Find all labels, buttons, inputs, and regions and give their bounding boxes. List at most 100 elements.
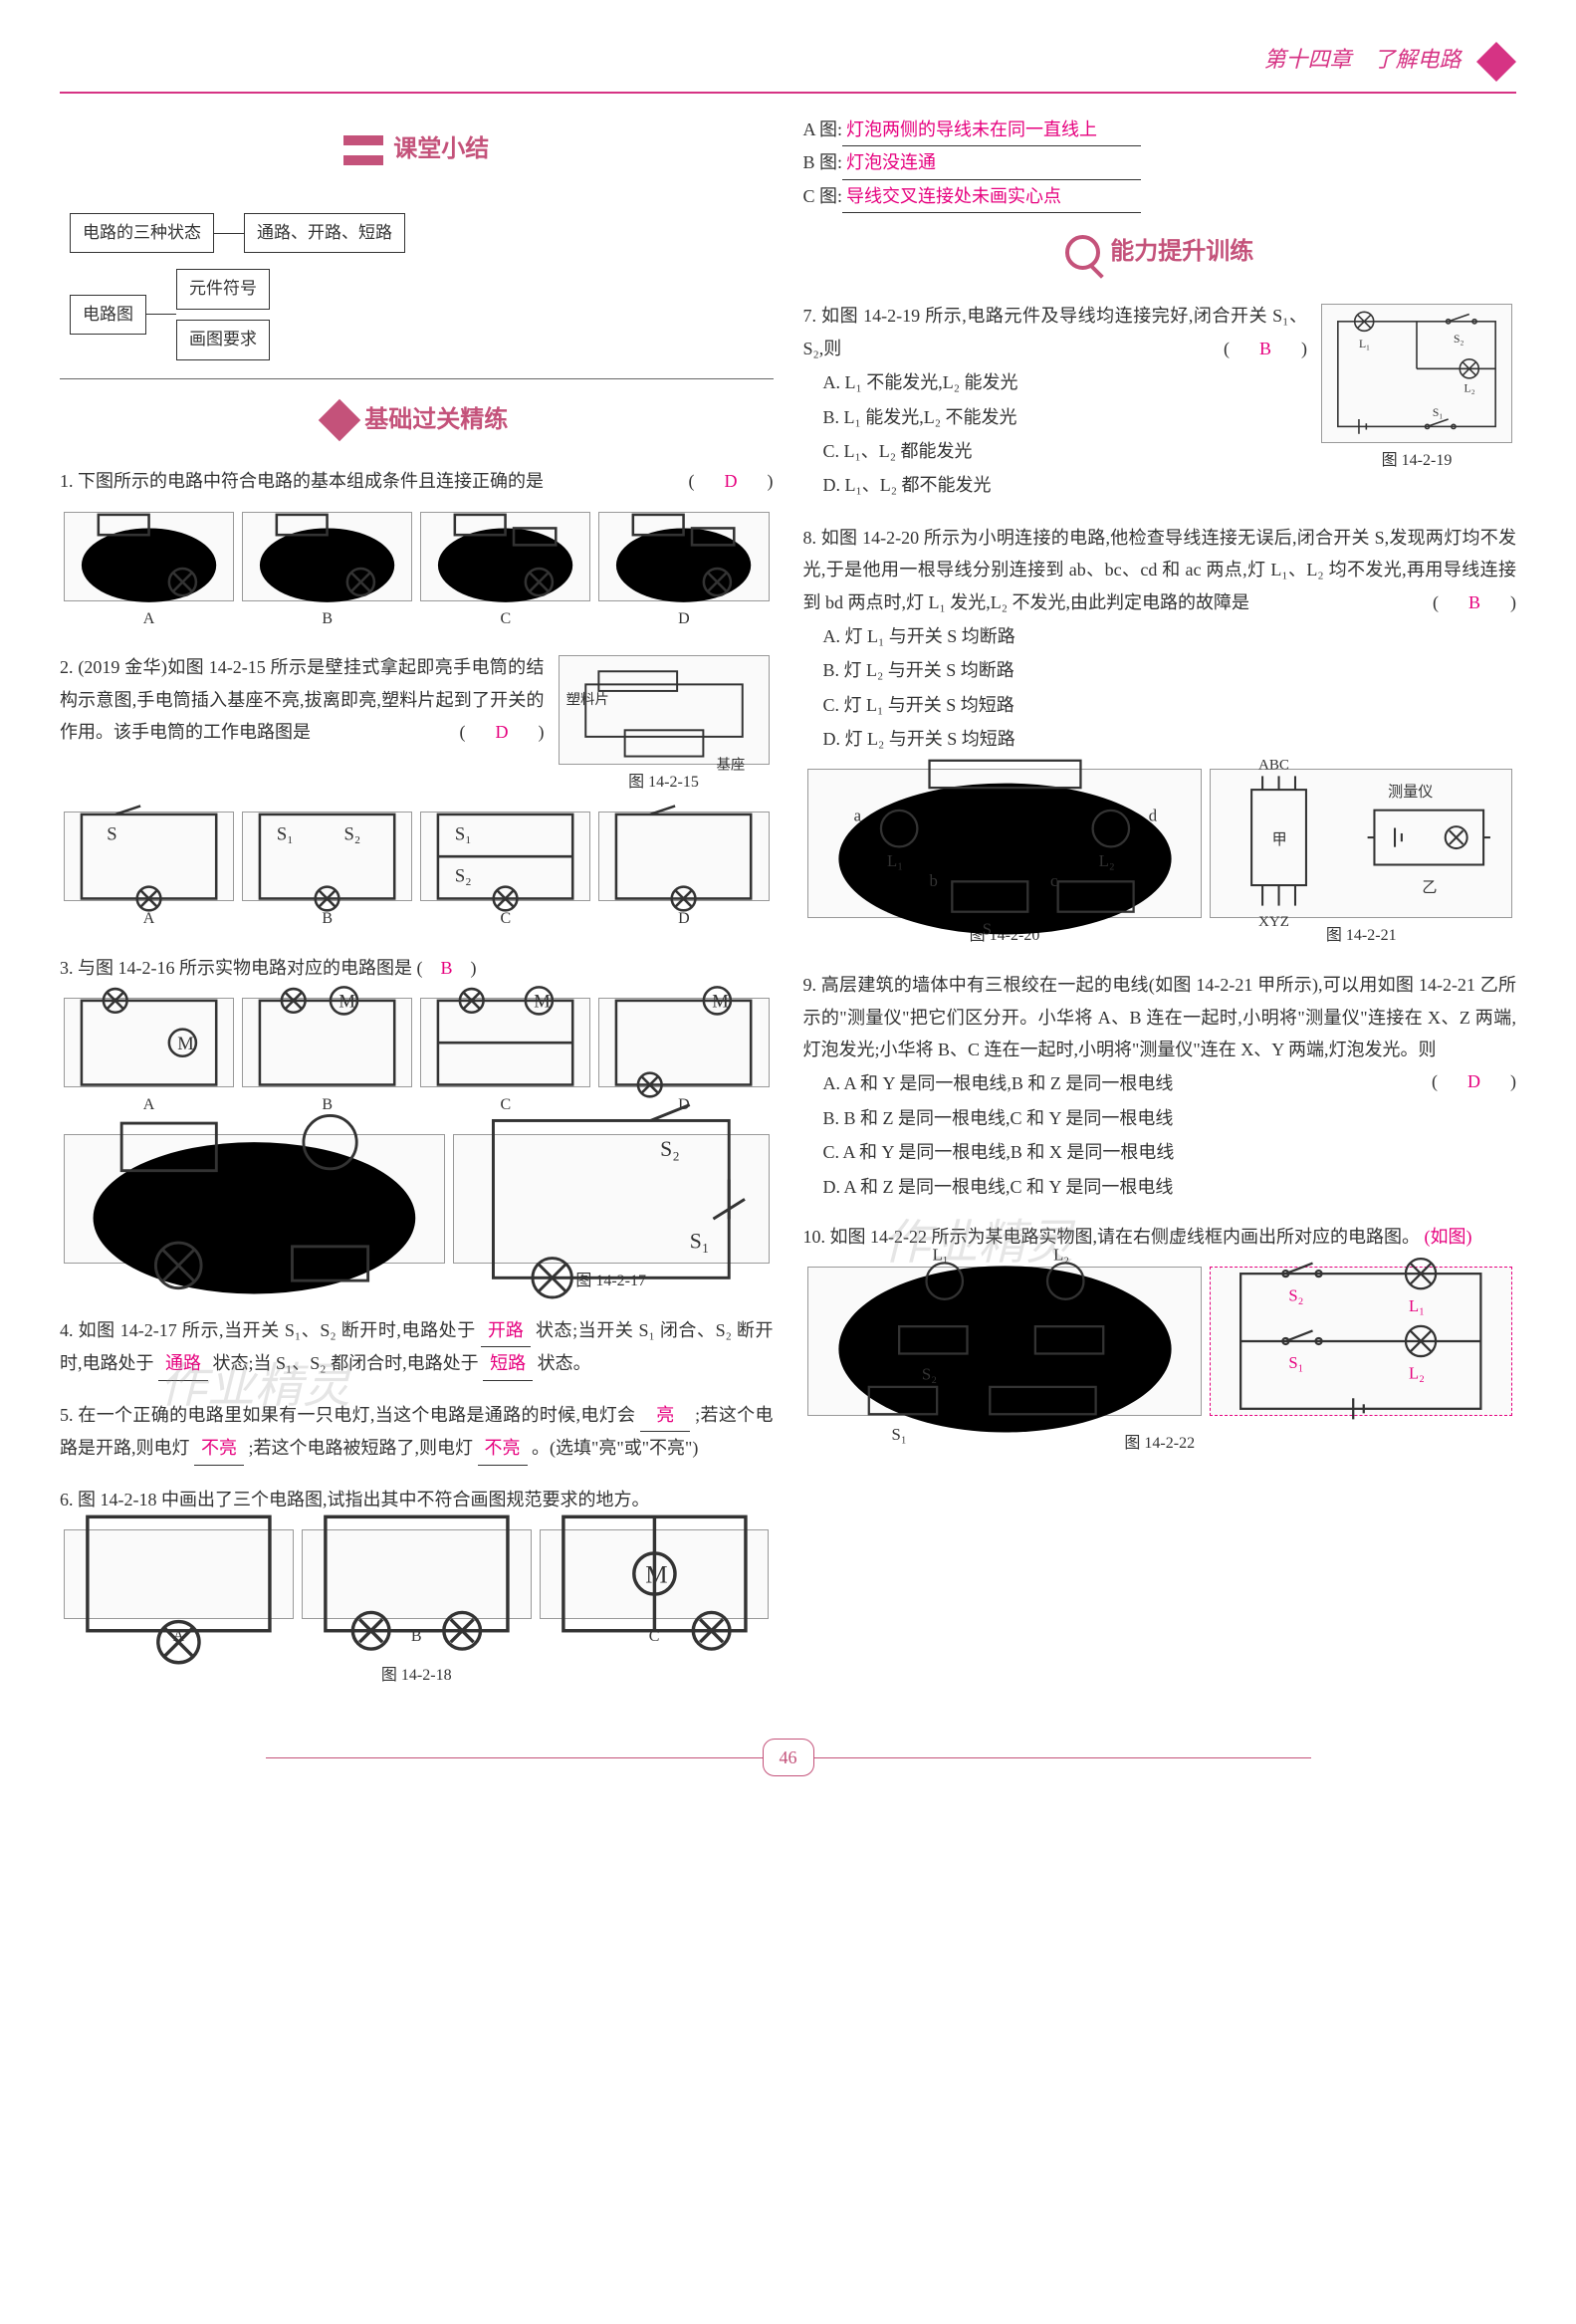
diagram-node: 电路图 — [70, 295, 146, 336]
svg-text:L₁: L₁ — [1409, 1296, 1425, 1315]
question-10: 作业精灵 10. 如图 14-2-22 所示为某电路实物图,请在右侧虚线框内画出… — [803, 1221, 1517, 1459]
blank-answer: 通路 — [158, 1347, 208, 1380]
circuit-figure — [242, 512, 412, 601]
question-9: 9. 高层建筑的墙体中有三根绞在一起的电线(如图 14-2-21 甲所示),可以… — [803, 969, 1517, 1203]
svg-text:测量仪: 测量仪 — [1389, 784, 1434, 801]
blank-answer: 不亮 — [478, 1432, 528, 1465]
svg-text:S: S — [107, 823, 116, 844]
blank-answer: 开路 — [481, 1314, 531, 1347]
svg-text:c: c — [1050, 871, 1057, 890]
svg-text:S₂: S₂ — [921, 1364, 936, 1383]
question-5: 5. 在一个正确的电路里如果有一只电灯,当这个电路是通路的时候,电灯会 亮 ;若… — [60, 1399, 774, 1466]
svg-text:M: M — [645, 1562, 667, 1589]
svg-text:b: b — [929, 871, 937, 890]
advance-title: 能力提升训练 — [803, 231, 1517, 285]
answer-paren: ( D ) — [1432, 1065, 1516, 1097]
circuit-figure: L₁ L₂ S₂ S₁ — [807, 1267, 1203, 1416]
page-header: 第十四章 了解电路 — [60, 40, 1516, 94]
svg-text:S₁: S₁ — [1433, 406, 1444, 419]
svg-text:M: M — [339, 992, 356, 1013]
circuit-figure — [302, 1529, 532, 1619]
circuit-figure: S₁ S₂ — [420, 812, 590, 901]
svg-text:d: d — [1148, 807, 1157, 825]
answer-paren: ( D ) — [689, 465, 774, 497]
svg-text:S₂: S₂ — [455, 866, 472, 887]
svg-text:S₂: S₂ — [1454, 333, 1464, 346]
circuit-figure — [64, 512, 234, 601]
svg-text:S₁: S₁ — [1289, 1354, 1304, 1373]
blank-answer: 亮 — [640, 1399, 690, 1432]
circuit-figure: L₁ L₂ S abcd — [807, 769, 1203, 918]
circuit-figure — [64, 1134, 445, 1264]
svg-text:基座: 基座 — [716, 757, 745, 774]
svg-text:S₂: S₂ — [344, 823, 361, 844]
svg-text:a: a — [853, 807, 861, 825]
basic-title: 基础过关精练 — [60, 399, 774, 451]
svg-text:S₂: S₂ — [660, 1137, 680, 1161]
question-2: 塑料片 基座 图 14-2-15 2. (2019 金华)如图 14-2-15 … — [60, 651, 774, 934]
circuit-figure: M — [598, 998, 769, 1087]
question-8: 8. 如图 14-2-20 所示为小明连接的电路,他检查导线连接无误后,闭合开关… — [803, 522, 1517, 952]
question-1: 1. 下图所示的电路中符合电路的基本组成条件且连接正确的是 ( D ) A B … — [60, 465, 774, 633]
circuit-figure: M — [540, 1529, 770, 1619]
options-list: A. 灯 L₁ 与开关 S 均断路 B. 灯 L₂ 与开关 S 均断路 C. 灯… — [823, 620, 1517, 756]
svg-text:L₂: L₂ — [1053, 1245, 1069, 1264]
diagram-node: 元件符号 — [176, 269, 270, 310]
svg-text:M: M — [713, 992, 730, 1013]
svg-text:L₂: L₂ — [1098, 851, 1114, 870]
svg-text:M: M — [177, 1034, 194, 1054]
svg-text:S₁: S₁ — [455, 823, 472, 844]
page-number: 46 — [763, 1739, 814, 1776]
svg-text:M: M — [535, 992, 552, 1013]
options-list: A. L₁ 不能发光,L₂ 能发光 B. L₁ 能发光,L₂ 不能发光 C. L… — [823, 366, 1308, 502]
q2-side-figure: 塑料片 基座 图 14-2-15 — [555, 651, 774, 798]
question-3: 3. 与图 14-2-16 所示实物电路对应的电路图是 ( B ) MA MB … — [60, 952, 774, 1296]
question-6-answers: A 图:灯泡两侧的导线未在同一直线上 B 图:灯泡没连通 C 图:导线交叉连接处… — [803, 114, 1517, 213]
svg-text:L₂: L₂ — [1463, 381, 1474, 394]
circuit-figure: S₁ S₂ — [242, 812, 412, 901]
svg-text:ABC: ABC — [1258, 757, 1289, 773]
svg-text:L₁: L₁ — [1359, 338, 1370, 350]
svg-text:塑料片: 塑料片 — [565, 691, 608, 708]
circuit-figure: M — [420, 998, 590, 1087]
svg-text:S₂: S₂ — [1289, 1286, 1304, 1305]
diagram-node: 电路的三种状态 — [70, 213, 214, 254]
chapter-icon — [1476, 42, 1516, 82]
fill-answer: 灯泡两侧的导线未在同一直线上 — [842, 114, 1141, 146]
svg-text:S₁: S₁ — [690, 1230, 710, 1254]
page-footer: 46 — [60, 1739, 1516, 1776]
circuit-figure — [64, 1529, 294, 1619]
q7-figure: L₁ S₂ L₂ S₁ 图 14-2-19 — [1317, 300, 1516, 476]
fill-answer: 灯泡没连通 — [842, 146, 1141, 179]
answer-paren: ( D ) — [460, 716, 545, 748]
chapter-title: 第十四章 了解电路 — [1263, 47, 1461, 72]
fill-answer: 导线交叉连接处未画实心点 — [842, 180, 1141, 213]
left-column: 课堂小结 电路的三种状态 通路、开路、短路 电路图 元件符号 画图要求 基础过 — [60, 114, 774, 1709]
answer-paren: ( B ) — [1433, 586, 1516, 618]
answer-paren: ( B ) — [1224, 333, 1307, 364]
diagram-node: 画图要求 — [176, 320, 270, 360]
summary-title: 课堂小结 — [60, 128, 774, 180]
q3-text: 3. 与图 14-2-16 所示实物电路对应的电路图是 — [60, 958, 412, 978]
svg-text:L₁: L₁ — [887, 851, 903, 870]
options-list: A. A 和 Y 是同一根电线,B 和 Z 是同一根电线 B. B 和 Z 是同… — [823, 1067, 1517, 1203]
summary-diagram: 电路的三种状态 通路、开路、短路 电路图 元件符号 画图要求 — [60, 195, 774, 379]
circuit-figure: ABC XYZ 甲 测量仪 乙 — [1210, 769, 1512, 918]
svg-text:XYZ: XYZ — [1258, 914, 1289, 930]
q1-text: 1. 下图所示的电路中符合电路的基本组成条件且连接正确的是 — [60, 471, 544, 491]
svg-text:甲: 甲 — [1272, 831, 1287, 847]
svg-text:S₁: S₁ — [277, 823, 294, 844]
svg-text:乙: 乙 — [1423, 879, 1438, 895]
circuit-figure — [598, 512, 769, 601]
right-column: A 图:灯泡两侧的导线未在同一直线上 B 图:灯泡没连通 C 图:导线交叉连接处… — [803, 114, 1517, 1709]
circuit-figure — [598, 812, 769, 901]
svg-text:S₁: S₁ — [891, 1425, 906, 1444]
svg-text:L₂: L₂ — [1409, 1364, 1425, 1383]
circuit-figure: M — [64, 998, 234, 1087]
blank-answer: 不亮 — [194, 1432, 244, 1465]
question-4: 作业精灵 4. 如图 14-2-17 所示,当开关 S₁、S₂ 断开时,电路处于… — [60, 1314, 774, 1381]
blank-answer: 短路 — [483, 1347, 533, 1380]
question-7: 7. 如图 14-2-19 所示,电路元件及导线均连接完好,闭合开关 S₁、S₂… — [803, 300, 1517, 503]
circuit-figure: S — [64, 812, 234, 901]
svg-text:L₁: L₁ — [932, 1245, 948, 1264]
